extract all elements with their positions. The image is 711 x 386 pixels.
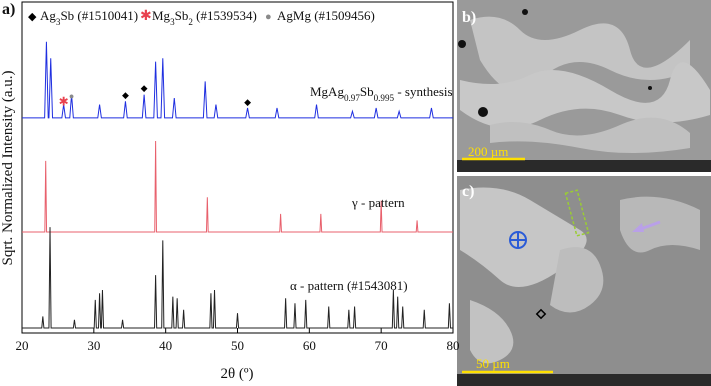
x-tick-label: 80: [447, 338, 460, 353]
label-text: Sb: [360, 84, 374, 99]
label: Ag3Sb (#1510041): [40, 8, 138, 27]
sem-image-b: [457, 0, 711, 172]
x-tick-label: 30: [87, 338, 100, 353]
label: γ - pattern: [351, 195, 405, 210]
phase-marker: ◆: [141, 83, 148, 93]
phase-marker: ◆: [122, 90, 129, 100]
x-tick-label: 40: [159, 338, 172, 353]
label-text: α - pattern (#1543081): [290, 278, 408, 293]
pattern-line: [22, 141, 453, 233]
scale-bar-label: 50 µm: [476, 356, 510, 371]
x-tick-label: 50: [231, 338, 244, 353]
panel-label: a): [2, 1, 15, 18]
subscript: 3: [56, 17, 61, 27]
pattern-line: [22, 227, 453, 329]
label-text: Mg: [152, 8, 171, 23]
label: MgAg0.97Sb0.995 - synthesis: [310, 84, 453, 103]
phase-marker: ●: [69, 91, 74, 101]
label-text: γ - pattern: [351, 195, 405, 210]
label-text: AgMg (#1509456): [277, 8, 375, 23]
y-axis-label: Sqrt. Normalized Intensity (a.u.): [0, 71, 16, 266]
x-tick-label: 70: [375, 338, 388, 353]
subscript: 0.97: [344, 93, 360, 103]
label-text: (#1539534): [193, 8, 257, 23]
panel-label: c): [462, 183, 474, 200]
label: α - pattern (#1543081): [290, 278, 408, 293]
label-text: - synthesis: [394, 84, 453, 99]
legend-symbol: ✱: [140, 9, 152, 24]
x-tick-label: 20: [16, 338, 29, 353]
label-text: Sb (#1510041): [60, 8, 138, 23]
phase-marker: ✱: [59, 95, 69, 109]
label: Mg3Sb2 (#1539534): [152, 8, 257, 27]
label-text: Ag: [40, 8, 56, 23]
pattern-line: [22, 41, 453, 119]
sem-image-c: [457, 176, 711, 386]
x-axis-label: 2θ (º): [220, 366, 253, 382]
panel-label: b): [462, 9, 476, 26]
x-tick-label: 60: [303, 338, 316, 353]
legend-symbol: ◆: [28, 11, 37, 23]
subscript: 3: [170, 17, 175, 27]
label-text: MgAg: [310, 84, 344, 99]
label: AgMg (#1509456): [277, 8, 375, 23]
subscript: 0.995: [374, 93, 395, 103]
phase-marker: ◆: [244, 97, 251, 107]
subscript: 2: [188, 17, 193, 27]
scale-bar-label: 200 µm: [468, 144, 508, 159]
label-text: Sb: [175, 8, 189, 23]
legend-symbol: ●: [265, 11, 272, 23]
